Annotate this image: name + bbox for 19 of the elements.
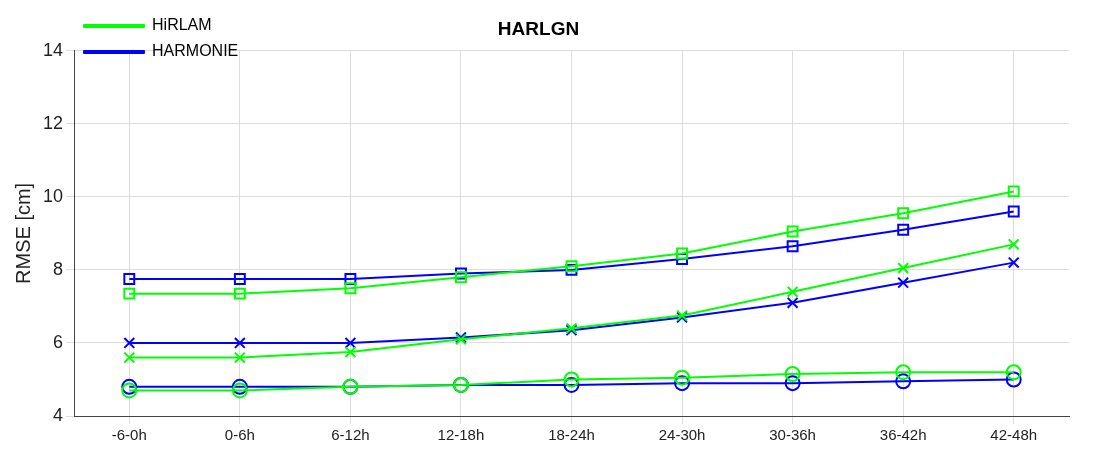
y-tick-label: 14 (42, 39, 64, 60)
x-tick-label: 6-12h (331, 426, 370, 444)
x-tick-label: 0-6h (224, 426, 255, 444)
y-tick-label: 12 (42, 112, 64, 133)
chart-title: HARLGN (497, 17, 580, 39)
x-tick-label: 36-42h (879, 426, 927, 444)
x-tick-label: 30-36h (769, 426, 816, 444)
y-axis-title: RMSE [cm] (11, 182, 34, 284)
y-tick-label: 6 (53, 331, 64, 352)
x-tick-label: 18-24h (548, 426, 595, 444)
legend-label: HiRLAM (152, 16, 212, 34)
y-tick-label: 8 (53, 258, 64, 279)
x-tick-label: 42-48h (990, 426, 1038, 444)
x-tick-label: 12-18h (437, 426, 485, 444)
y-tick-label: 4 (53, 404, 64, 425)
y-tick-label: 10 (42, 185, 64, 206)
x-tick-label: -6-0h (111, 426, 147, 444)
x-tick-label: 24-30h (658, 426, 706, 444)
legend-label: HARMONIE (152, 42, 239, 60)
